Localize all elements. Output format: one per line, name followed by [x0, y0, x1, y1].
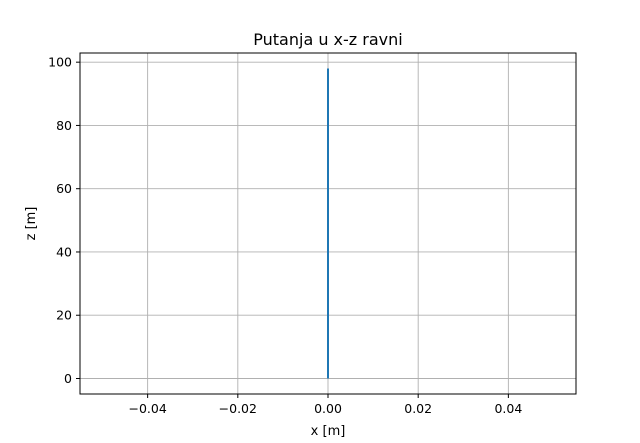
- y-axis-label: z [m]: [24, 207, 39, 241]
- y-tick-label: 100: [48, 55, 72, 70]
- y-tick-label: 0: [64, 371, 72, 386]
- y-tick-label: 40: [56, 244, 72, 259]
- chart-title: Putanja u x-z ravni: [253, 30, 402, 49]
- y-tick-label: 80: [56, 118, 72, 133]
- y-tick-label: 60: [56, 181, 72, 196]
- x-tick-label: 0.02: [404, 401, 432, 416]
- y-axis-ticks: 0 20 40 60 80 100: [48, 55, 80, 386]
- x-axis-ticks: −0.04 −0.02 0.00 0.02 0.04: [128, 394, 522, 416]
- y-tick-label: 20: [56, 308, 72, 323]
- x-tick-label: 0.04: [494, 401, 522, 416]
- x-axis-label: x [m]: [311, 424, 346, 439]
- x-tick-label: 0.00: [314, 401, 342, 416]
- x-tick-label: −0.04: [128, 401, 166, 416]
- x-tick-label: −0.02: [219, 401, 257, 416]
